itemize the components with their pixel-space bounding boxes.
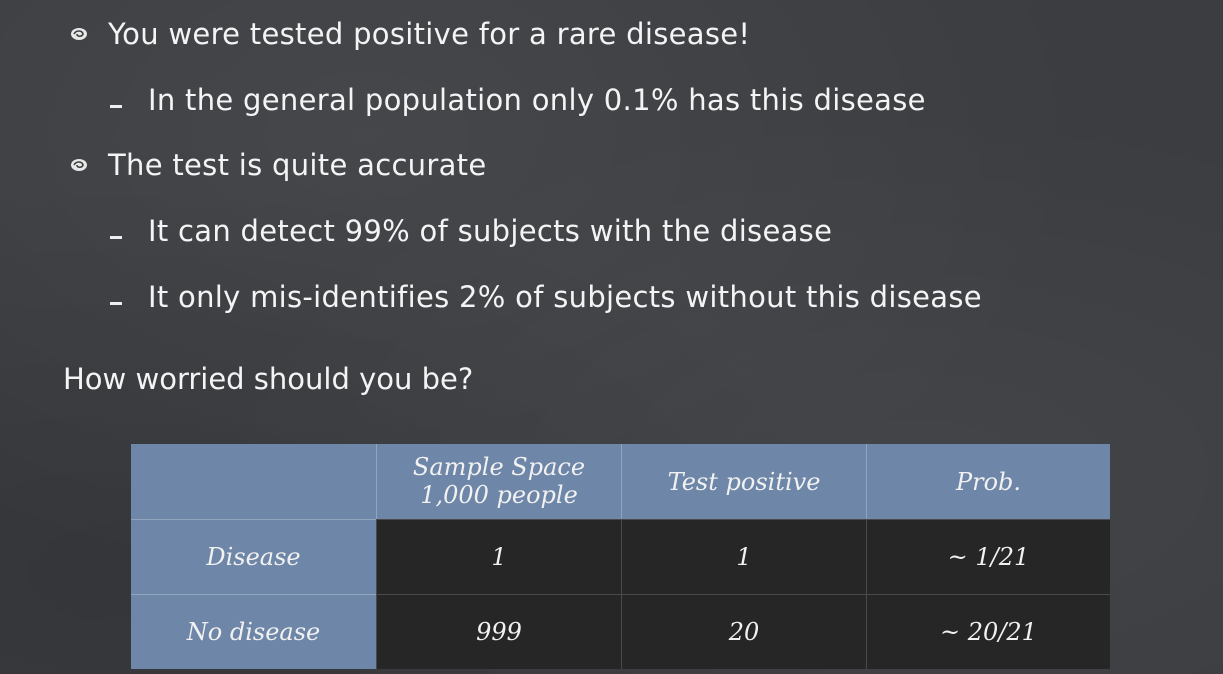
bullet-1: You were tested positive for a rare dise… [70,17,750,51]
swirl-bullet-icon [71,28,87,40]
header-line: 1,000 people [420,480,578,509]
bullet-text: You were tested positive for a rare dise… [108,17,751,51]
sub-bullet-text: It can detect 99% of subjects with the d… [148,214,833,248]
probability-table: Sample Space 1,000 people Test positive … [131,444,1110,669]
table-header-prob: Prob. [866,444,1110,519]
sub-bullet-text: It only mis-identifies 2% of subjects wi… [148,280,982,314]
dash-bullet [110,301,122,305]
header-line: Sample Space [412,452,586,481]
bullet-2: The test is quite accurate [70,148,486,182]
question-text: How worried should you be? [63,362,474,396]
swirl-bullet-icon [71,159,87,171]
table-cell: 20 [621,594,866,669]
sub-bullet-2: It can detect 99% of subjects with the d… [110,214,832,248]
table-cell: ~ 1/21 [866,519,1110,594]
sub-bullet-text: In the general population only 0.1% has … [148,83,926,117]
table-header-test-positive: Test positive [621,444,866,519]
row-label-disease: Disease [131,519,376,594]
sub-bullet-3: It only mis-identifies 2% of subjects wi… [110,280,982,314]
dash-bullet [110,104,122,108]
table-cell: 1 [621,519,866,594]
sub-bullet-1: In the general population only 0.1% has … [110,83,926,117]
table-cell: 1 [376,519,621,594]
row-label-no-disease: No disease [131,594,376,669]
bullet-text: The test is quite accurate [108,148,487,182]
table-cell: ~ 20/21 [866,594,1110,669]
table-header-sample-space: Sample Space 1,000 people [376,444,621,519]
table-header-empty [131,444,376,519]
table-cell: 999 [376,594,621,669]
dash-bullet [110,235,122,239]
